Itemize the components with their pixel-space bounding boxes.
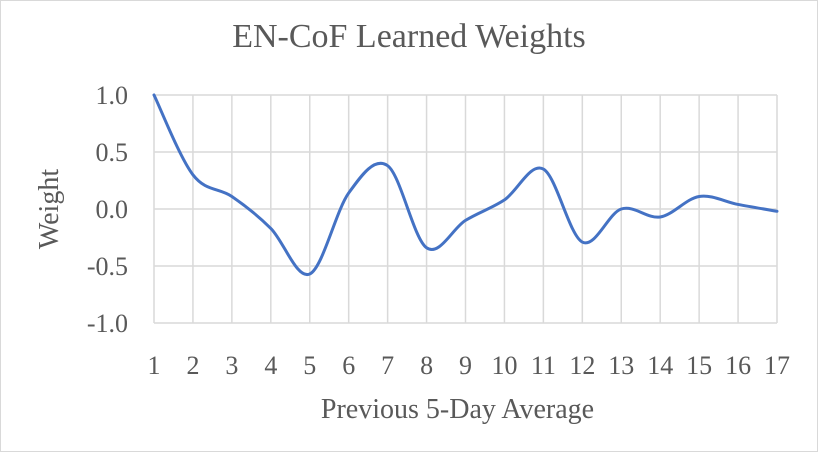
x-tick-label-11: 11	[531, 351, 556, 380]
x-tick-labels: 1 2 3 4 5 6 7 8 9 10 11 12 13 14 15 16 17	[148, 351, 791, 380]
x-tick-label-15: 15	[686, 351, 712, 380]
x-tick-label-6: 6	[342, 351, 355, 380]
x-tick-label-13: 13	[608, 351, 634, 380]
x-axis-title: Previous 5-Day Average	[321, 394, 594, 425]
x-tick-label-7: 7	[381, 351, 394, 380]
y-tick-label-4: -1.0	[87, 309, 128, 338]
chart-title: EN-CoF Learned Weights	[232, 18, 586, 55]
x-tick-label-5: 5	[303, 351, 316, 380]
series-line-0	[152, 93, 779, 276]
y-tick-label-0: 1.0	[96, 81, 129, 110]
x-tick-label-8: 8	[420, 351, 433, 380]
y-tick-label-2: 0.0	[96, 195, 129, 224]
x-tick-label-4: 4	[264, 351, 277, 380]
x-tick-label-2: 2	[186, 351, 199, 380]
x-tick-label-1: 1	[148, 351, 161, 380]
x-tick-label-14: 14	[647, 351, 673, 380]
x-tick-label-10: 10	[491, 351, 517, 380]
x-tick-label-16: 16	[725, 351, 751, 380]
y-tick-label-3: -0.5	[87, 252, 128, 281]
x-tick-label-17: 17	[764, 351, 790, 380]
x-tick-label-12: 12	[569, 351, 595, 380]
y-tick-label-1: 0.5	[96, 138, 129, 167]
x-tick-label-3: 3	[225, 351, 238, 380]
x-tick-label-9: 9	[459, 351, 472, 380]
horizontal-gridlines	[154, 94, 777, 324]
y-axis-title: Weight	[34, 169, 65, 249]
series-group	[152, 93, 779, 276]
y-tick-labels: 1.0 0.5 0.0 -0.5 -1.0	[87, 81, 128, 338]
